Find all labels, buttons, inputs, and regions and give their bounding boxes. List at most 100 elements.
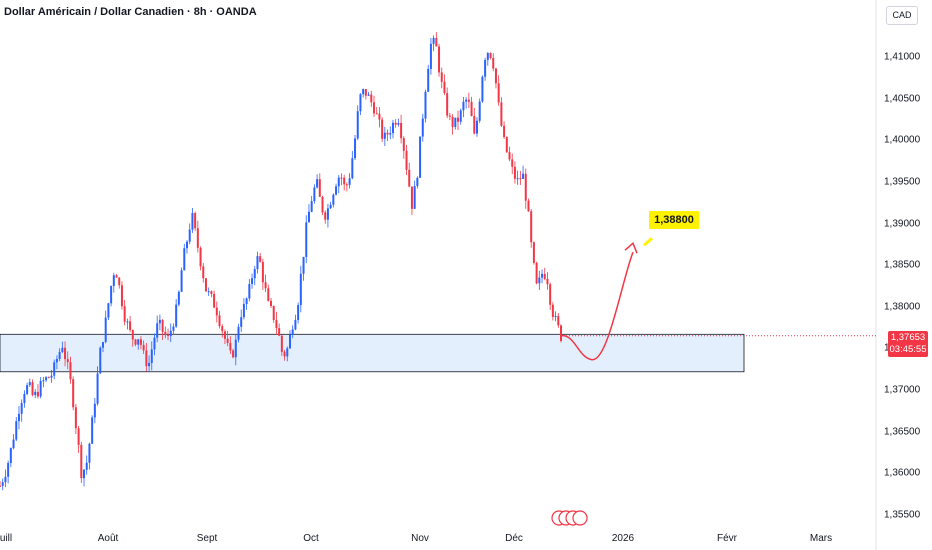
candle-body	[508, 152, 511, 160]
x-tick-label: Févr	[717, 533, 737, 544]
candle-body	[305, 222, 308, 257]
x-tick-label: Nov	[411, 533, 429, 544]
candle-body	[448, 115, 451, 117]
candle-body	[345, 184, 348, 186]
y-tick-label: 1,40000	[884, 134, 921, 146]
y-tick-label: 1,36000	[884, 467, 921, 479]
countdown: 03:45:55	[889, 344, 927, 355]
candle-body	[248, 284, 251, 299]
candle-body	[256, 256, 259, 270]
candle-body	[120, 285, 123, 307]
candle-body	[424, 91, 427, 119]
candle-body	[204, 278, 207, 292]
candle-body	[408, 169, 411, 187]
candle-body	[348, 178, 351, 185]
candle-body	[23, 393, 26, 404]
candle-body	[199, 247, 202, 267]
candle-body	[61, 347, 64, 353]
candle-body	[554, 315, 557, 317]
candle-body	[194, 213, 197, 229]
candle-body	[69, 362, 72, 380]
symbol-title[interactable]: Dollar Américain / Dollar Canadien · 8h …	[4, 6, 257, 18]
candle-body	[532, 242, 535, 263]
candle-body	[74, 407, 77, 429]
candle-body	[156, 323, 159, 338]
candle-body	[516, 178, 519, 180]
candle-body	[229, 342, 232, 351]
candle-body	[513, 166, 516, 179]
candle-body	[175, 304, 178, 327]
candle-body	[511, 159, 514, 167]
candle-body	[481, 76, 484, 102]
candle-body	[55, 359, 58, 363]
x-tick-label: Sept	[196, 533, 218, 544]
candle-body	[15, 421, 18, 440]
candle-body	[1, 482, 4, 486]
candle-body	[288, 334, 291, 349]
candle-body	[272, 305, 275, 321]
candle-body	[378, 113, 381, 120]
y-tick-label: 1,39000	[884, 218, 921, 230]
candle-body	[245, 298, 248, 305]
candle-body	[20, 403, 23, 414]
candle-body	[50, 375, 53, 378]
candle-body	[389, 133, 392, 135]
candle-body	[28, 382, 31, 386]
candle-body	[4, 476, 7, 483]
candle-body	[354, 138, 357, 159]
candle-body	[83, 469, 86, 479]
candle-body	[232, 350, 235, 358]
candle-body	[337, 177, 340, 187]
candle-body	[0, 485, 1, 487]
candle-body	[221, 326, 224, 332]
candle-body	[180, 270, 183, 292]
candle-body	[80, 444, 83, 479]
currency-button[interactable]: CAD	[886, 6, 918, 25]
candle-body	[234, 339, 237, 358]
candle-body	[280, 335, 283, 352]
candle-body	[17, 413, 20, 422]
candle-body	[131, 329, 134, 340]
candle-body	[42, 380, 45, 382]
y-tick-label: 1,40500	[884, 93, 921, 105]
candle-body	[318, 179, 321, 197]
y-tick-label: 1,38000	[884, 301, 921, 313]
candle-body	[557, 315, 560, 326]
target-label[interactable]: 1,38800	[649, 211, 699, 229]
candle-body	[177, 291, 180, 305]
candle-body	[519, 178, 522, 180]
candle-body	[375, 113, 378, 115]
candle-body	[427, 68, 430, 92]
candle-body	[400, 122, 403, 139]
candle-body	[164, 331, 167, 336]
arrow-head	[624, 241, 638, 254]
candle-body	[381, 119, 384, 139]
candle-body	[213, 293, 216, 308]
candle-body	[324, 212, 327, 220]
candle-body	[391, 122, 394, 134]
y-tick-label: 1,39500	[884, 176, 921, 188]
candle-body	[188, 229, 191, 242]
candle-body	[26, 385, 29, 394]
candle-body	[286, 348, 289, 357]
candle-body	[535, 262, 538, 284]
candle-body	[446, 93, 449, 116]
candle-body	[251, 278, 254, 285]
candle-body	[367, 94, 370, 96]
last-price-value: 1,37653	[890, 332, 926, 343]
candle-body	[310, 201, 313, 212]
candle-body	[107, 303, 110, 318]
candle-body	[104, 317, 107, 343]
candle-body	[12, 439, 15, 449]
candle-body	[85, 462, 88, 470]
candle-body	[326, 208, 329, 220]
candle-body	[307, 211, 310, 223]
candle-body	[370, 94, 373, 103]
candle-body	[39, 380, 42, 397]
candle-body	[45, 377, 48, 381]
candle-body	[524, 173, 527, 201]
candle-body	[72, 379, 75, 408]
candle-body	[161, 319, 164, 332]
candle-body	[421, 118, 424, 137]
